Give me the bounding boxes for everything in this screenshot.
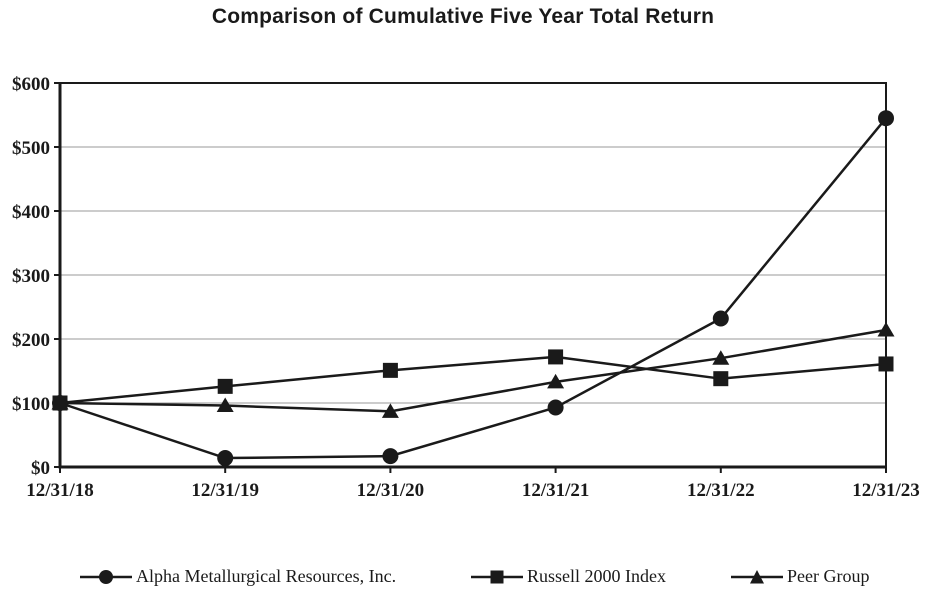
y-axis-tick-label: $200 [12,330,50,351]
x-axis-tick-label: 12/31/23 [852,480,920,501]
data-point-square [713,371,729,387]
legend-item-alpha-metallurgical: Alpha Metallurgical Resources, Inc. [80,566,396,587]
y-axis-tick-label: $500 [12,138,50,159]
legend-label-russell-2000: Russell 2000 Index [527,566,666,586]
data-point-circle [878,110,894,127]
legend-item-peer-group: Peer Group [731,566,869,587]
series-line-circle [59,117,887,460]
square-marker-icon [471,570,523,583]
legend-label-peer-group: Peer Group [787,566,870,586]
data-point-square [878,356,894,372]
data-point-square [382,362,398,378]
data-point-triangle [547,373,565,389]
circle-marker-icon [80,569,132,584]
data-point-square [217,378,233,394]
data-point-triangle [712,350,730,365]
chart-plot-area: $0 $100 $200 $300 $400 $500 $600 12/31/18 12/31/… [12,74,920,501]
y-axis-tick-label: $0 [31,458,50,479]
data-point-triangle [51,395,69,410]
chart-title: Comparison of Cumulative Five Year Total… [211,5,715,28]
data-point-triangle [381,403,399,418]
data-point-circle [217,450,234,467]
x-axis-tick-label: 12/31/20 [357,480,425,501]
y-axis-tick-label: $600 [12,74,50,95]
y-axis-tick-label: $300 [12,266,50,287]
legend-label-alpha-metallurgical: Alpha Metallurgical Resources, Inc. [136,566,397,586]
data-point-triangle [877,322,895,337]
x-axis-tick-label: 12/31/18 [26,480,94,501]
chart-legend: Alpha Metallurgical Resources, Inc. Russ… [0,566,926,592]
data-point-circle [712,310,729,327]
series-line-triangle [59,328,887,413]
series-line-square [59,355,887,405]
y-axis-tick-label: $100 [12,394,50,415]
x-axis-tick-label: 12/31/19 [191,480,259,501]
x-axis-tick-label: 12/31/22 [687,480,755,501]
triangle-marker-icon [731,569,783,583]
y-axis-tick-label: $400 [12,202,50,223]
data-point-triangle [216,397,234,413]
data-point-circle [382,448,399,465]
legend-item-russell-2000: Russell 2000 Index [471,566,666,587]
x-axis-tick-label: 12/31/21 [522,480,590,501]
data-point-square [548,349,564,365]
data-point-circle [547,399,564,416]
